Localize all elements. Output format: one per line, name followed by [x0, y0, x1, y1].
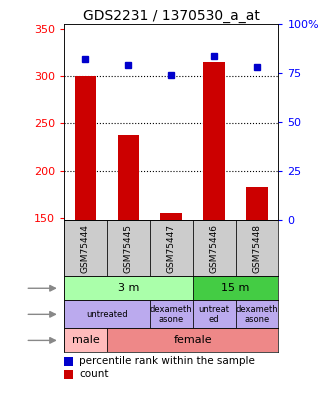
Bar: [118, 135, 139, 220]
Text: 15 m: 15 m: [221, 283, 250, 293]
Bar: [193, 276, 278, 300]
Bar: [64, 328, 107, 352]
Bar: [107, 328, 278, 352]
Text: GSM75446: GSM75446: [210, 224, 219, 273]
Text: male: male: [72, 335, 99, 345]
Title: GDS2231 / 1370530_a_at: GDS2231 / 1370530_a_at: [83, 9, 260, 23]
Text: untreated: untreated: [86, 310, 128, 319]
Bar: [160, 213, 182, 220]
Text: GSM75444: GSM75444: [81, 224, 90, 273]
Bar: [236, 220, 278, 276]
Bar: [246, 187, 268, 220]
Text: GSM75445: GSM75445: [124, 224, 133, 273]
Text: dexameth
asone: dexameth asone: [236, 305, 278, 324]
Text: percentile rank within the sample: percentile rank within the sample: [79, 356, 255, 366]
Bar: [64, 300, 150, 328]
Bar: [193, 220, 236, 276]
Bar: [204, 62, 225, 220]
Text: GSM75447: GSM75447: [167, 224, 176, 273]
Text: GSM75448: GSM75448: [252, 224, 261, 273]
Text: 3 m: 3 m: [118, 283, 139, 293]
Bar: [193, 300, 236, 328]
Bar: [236, 300, 278, 328]
Bar: [64, 276, 193, 300]
Text: untreat
ed: untreat ed: [199, 305, 229, 324]
Bar: [150, 300, 193, 328]
Bar: [64, 220, 107, 276]
Text: dexameth
asone: dexameth asone: [150, 305, 193, 324]
Bar: [107, 220, 150, 276]
Bar: [150, 220, 193, 276]
Text: female: female: [173, 335, 212, 345]
Bar: [75, 76, 96, 220]
Text: count: count: [79, 369, 109, 379]
